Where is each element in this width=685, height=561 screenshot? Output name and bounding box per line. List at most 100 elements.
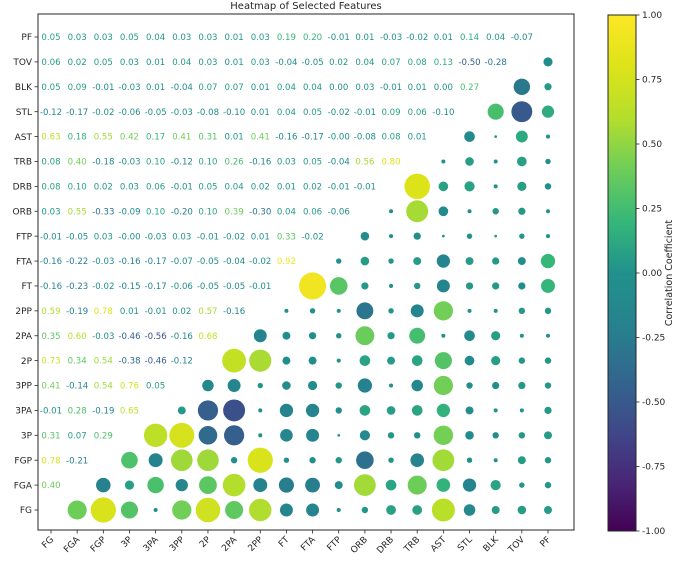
correlation-bubble [545, 209, 551, 214]
correlation-value-text: -0.03 [145, 232, 167, 242]
correlation-value-text: -0.02 [92, 282, 114, 292]
correlation-value-text: 0.76 [120, 382, 139, 392]
correlation-value-text: -0.07 [511, 33, 533, 43]
correlation-bubble [170, 449, 193, 472]
correlation-value-text: -0.01 [328, 182, 350, 192]
correlation-bubble [227, 379, 241, 393]
correlation-value-text: 0.02 [251, 182, 270, 192]
correlation-bubble [404, 173, 430, 200]
correlation-bubble [354, 474, 376, 496]
correlation-bubble [336, 358, 341, 363]
correlation-value-text: 0.05 [41, 83, 60, 93]
correlation-value-text: 0.00 [434, 83, 453, 93]
correlation-value-text: 0.78 [41, 456, 60, 466]
correlation-bubble [336, 507, 341, 513]
correlation-bubble [544, 83, 552, 91]
y-tick-label: FTA [16, 257, 33, 267]
correlation-bubble [278, 477, 294, 493]
correlation-value-text: -0.01 [354, 108, 376, 118]
correlation-bubble [202, 379, 214, 392]
correlation-bubble [247, 447, 273, 473]
correlation-value-text: 0.03 [94, 33, 113, 43]
correlation-bubble [335, 407, 342, 414]
colorbar-tick-label: -1.00 [642, 527, 666, 537]
correlation-value-text: -0.12 [171, 158, 193, 168]
correlation-bubble [466, 233, 473, 239]
correlation-value-text: 0.08 [41, 158, 60, 168]
correlation-bubble [463, 504, 476, 516]
correlation-bubble [431, 498, 455, 522]
correlation-value-text: -0.01 [171, 182, 193, 192]
correlation-bubble [518, 432, 526, 439]
correlation-bubble [359, 405, 371, 416]
correlation-value-text: -0.01 [328, 33, 350, 43]
correlation-value-text: 0.56 [355, 158, 374, 168]
correlation-value-text: 0.01 [355, 33, 374, 43]
correlation-bubble [433, 375, 453, 396]
correlation-bubble [465, 406, 474, 415]
correlation-bubble [414, 282, 421, 290]
correlation-value-text: -0.17 [301, 133, 323, 143]
correlation-bubble [387, 332, 395, 340]
correlation-bubble [413, 257, 422, 266]
correlation-value-text: 0.03 [120, 182, 139, 192]
correlation-value-text: 0.03 [251, 58, 270, 68]
y-tick-label: 2P [21, 357, 33, 367]
correlation-bubble [177, 406, 186, 415]
correlation-bubble [359, 355, 371, 366]
correlation-value-text: -0.23 [66, 282, 88, 292]
correlation-bubble [494, 234, 498, 238]
correlation-value-text: 0.03 [94, 232, 113, 242]
correlation-value-text: 0.42 [120, 133, 139, 143]
correlation-value-text: -0.16 [223, 307, 245, 317]
correlation-bubble [409, 327, 426, 344]
correlation-value-text: 0.03 [198, 33, 217, 43]
correlation-value-text: -0.08 [197, 108, 219, 118]
correlation-value-text: -0.04 [171, 83, 193, 93]
correlation-bubble [493, 184, 498, 189]
correlation-value-text: -0.19 [66, 307, 88, 317]
correlation-bubble [515, 130, 528, 143]
correlation-value-text: 0.01 [225, 133, 244, 143]
correlation-bubble [438, 206, 449, 217]
correlation-value-text: -0.01 [145, 307, 167, 317]
correlation-bubble [544, 431, 552, 440]
correlation-bubble [172, 500, 192, 520]
correlation-value-text: 0.55 [68, 207, 87, 217]
colorbar-tick-label: 1.00 [642, 11, 662, 21]
colorbar-tick-label: 0.75 [642, 76, 662, 86]
correlation-value-text: 0.31 [41, 431, 60, 441]
x-tick-label: 2P [198, 535, 213, 550]
y-tick-label: FGA [14, 481, 33, 491]
correlation-value-text: 0.34 [68, 357, 87, 367]
correlation-bubble [492, 208, 499, 215]
correlation-bubble [258, 433, 263, 438]
correlation-value-text: 0.01 [225, 58, 244, 68]
correlation-bubble [436, 279, 450, 293]
correlation-value-text: 0.20 [303, 33, 322, 43]
correlation-value-text: 0.10 [146, 158, 165, 168]
correlation-value-text: 0.01 [251, 232, 270, 242]
correlation-bubble [438, 181, 449, 192]
correlation-bubble [518, 357, 526, 364]
correlation-bubble [388, 308, 394, 314]
correlation-value-text: -0.02 [249, 257, 271, 267]
correlation-bubble [442, 234, 445, 238]
correlation-value-text: -0.02 [301, 232, 323, 242]
correlation-bubble [279, 403, 294, 418]
colorbar-tick-label: 0.00 [642, 269, 662, 279]
correlation-value-text: -0.02 [92, 108, 114, 118]
correlation-bubble [257, 382, 263, 389]
correlation-bubble [491, 356, 501, 366]
correlation-bubble [389, 383, 394, 388]
y-tick-label: FT [21, 282, 32, 292]
correlation-value-text: 0.01 [120, 307, 139, 317]
correlation-value-text: -0.01 [40, 232, 62, 242]
correlation-bubble [306, 428, 320, 442]
correlation-value-text: -0.56 [145, 332, 167, 342]
correlation-value-text: 0.07 [381, 58, 400, 68]
y-tick-label: TRB [13, 158, 32, 168]
correlation-value-text: 0.28 [68, 407, 87, 417]
correlation-value-text: 0.04 [277, 207, 296, 217]
correlation-value-text: -0.17 [145, 282, 167, 292]
